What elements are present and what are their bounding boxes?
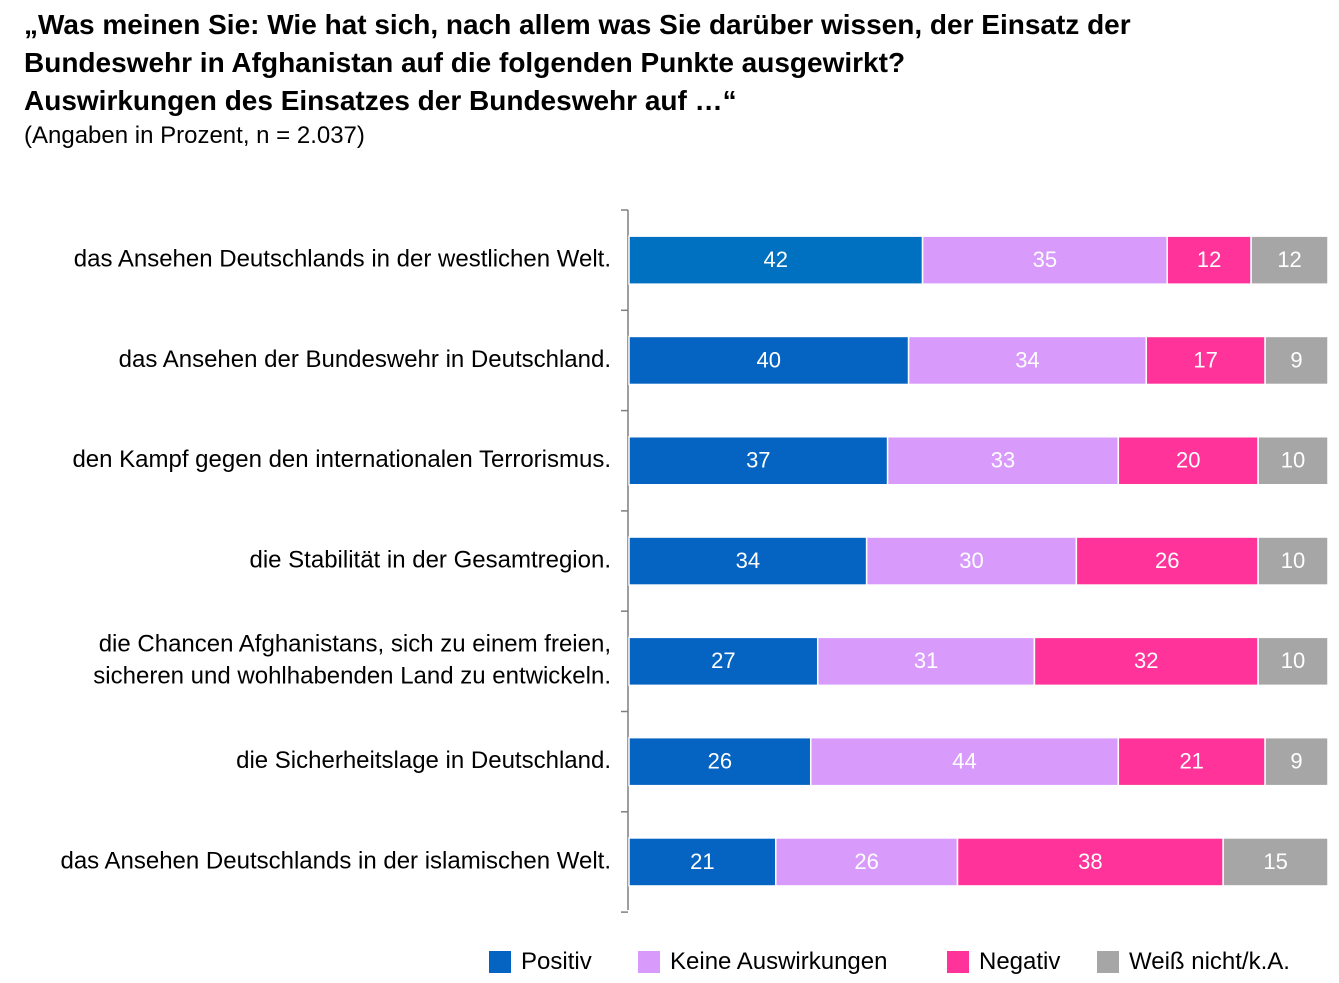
- category-label: das Ansehen der Bundeswehr in Deutschlan…: [119, 346, 611, 373]
- data-label: 31: [914, 648, 938, 673]
- chart-title-line-1: „Was meinen Sie: Wie hat sich, nach alle…: [24, 9, 1131, 40]
- data-label: 12: [1277, 247, 1301, 272]
- data-label: 42: [764, 247, 788, 272]
- bar-segment: [1222, 837, 1329, 887]
- bar-segment: [628, 536, 868, 586]
- bar-segment: [865, 536, 1078, 586]
- category-label: sicheren und wohlhabenden Land zu entwic…: [93, 663, 611, 690]
- data-label: 33: [991, 448, 1015, 473]
- data-label: 17: [1193, 347, 1217, 372]
- data-label: 10: [1281, 648, 1305, 673]
- data-label: 12: [1197, 247, 1221, 272]
- category-label: die Stabilität in der Gesamtregion.: [249, 546, 611, 573]
- legend-item: Keine Auswirkungen: [638, 946, 887, 978]
- data-label: 40: [757, 347, 781, 372]
- bar-segment: [1257, 636, 1329, 687]
- data-label: 21: [690, 849, 714, 874]
- bar-segment: [1166, 235, 1252, 285]
- bar-segment: [956, 837, 1224, 887]
- legend-swatch: [638, 951, 660, 973]
- legend-item: Negativ: [947, 946, 1060, 978]
- data-label: 10: [1281, 448, 1305, 473]
- category-label: die Chancen Afghanistans, sich zu einem …: [99, 631, 611, 658]
- legend-label: Positiv: [521, 948, 592, 975]
- bar-segment: [1117, 436, 1259, 486]
- bar-segment: [628, 837, 777, 887]
- bar-segment: [1250, 235, 1329, 285]
- legend-label: Weiß nicht/k.A.: [1129, 948, 1290, 975]
- chart-subtitle: (Angaben in Prozent, n = 2.037): [24, 122, 365, 149]
- chart-title-line-3: Auswirkungen des Einsatzes der Bundesweh…: [24, 85, 737, 116]
- legend-item: Weiß nicht/k.A.: [1097, 946, 1290, 978]
- legend-swatch: [489, 951, 511, 973]
- data-label: 26: [1155, 548, 1179, 573]
- bar-segment: [1033, 636, 1259, 687]
- chart-title-block: „Was meinen Sie: Wie hat sich, nach alle…: [24, 6, 1324, 152]
- data-label: 32: [1134, 648, 1158, 673]
- legend-swatch: [1097, 951, 1119, 973]
- bar-segment: [628, 636, 819, 687]
- legend-label: Keine Auswirkungen: [670, 948, 888, 975]
- bar-segment: [1257, 436, 1329, 486]
- stacked-bar-chart: das Ansehen Deutschlands in der westlich…: [60, 209, 1329, 913]
- data-label: 34: [736, 548, 760, 573]
- data-label: 38: [1078, 849, 1102, 874]
- bar-segment: [775, 837, 959, 887]
- legend-label: Negativ: [979, 948, 1061, 975]
- data-label: 10: [1281, 548, 1305, 573]
- chart-legend: Positiv Keine Auswirkungen Negativ Weiß nic…: [0, 946, 1339, 982]
- bar-segment: [1075, 536, 1259, 586]
- data-label: 44: [952, 748, 976, 773]
- bar-segment: [1117, 736, 1266, 787]
- data-label: 26: [708, 748, 732, 773]
- bar-segment: [628, 736, 812, 787]
- data-label: 37: [746, 448, 770, 473]
- bar-segment: [1264, 335, 1329, 386]
- category-label: das Ansehen Deutschlands in der islamisc…: [60, 847, 611, 874]
- bar-segment: [809, 736, 1120, 787]
- bar-segment: [1257, 536, 1329, 586]
- data-label: 35: [1033, 247, 1057, 272]
- data-label: 27: [711, 648, 735, 673]
- category-label: den Kampf gegen den internationalen Terr…: [72, 446, 611, 473]
- data-label: 9: [1290, 347, 1302, 372]
- bar-segment: [628, 436, 889, 486]
- legend-swatch: [947, 951, 969, 973]
- bar-segment: [886, 436, 1120, 486]
- category-label: das Ansehen Deutschlands in der westlich…: [74, 245, 611, 272]
- data-label: 34: [1015, 347, 1039, 372]
- data-label: 21: [1179, 748, 1203, 773]
- data-label: 15: [1263, 849, 1287, 874]
- data-label: 30: [959, 548, 983, 573]
- bar-segment: [628, 335, 910, 386]
- legend-item: Positiv: [489, 946, 592, 978]
- chart-title-line-2: Bundeswehr in Afghanistan auf die folgen…: [24, 47, 906, 78]
- data-label: 9: [1290, 748, 1302, 773]
- data-label: 26: [854, 849, 878, 874]
- bar-segment: [907, 335, 1148, 386]
- data-label: 20: [1176, 448, 1200, 473]
- bar-segment: [1264, 736, 1329, 787]
- category-label: die Sicherheitslage in Deutschland.: [236, 747, 611, 774]
